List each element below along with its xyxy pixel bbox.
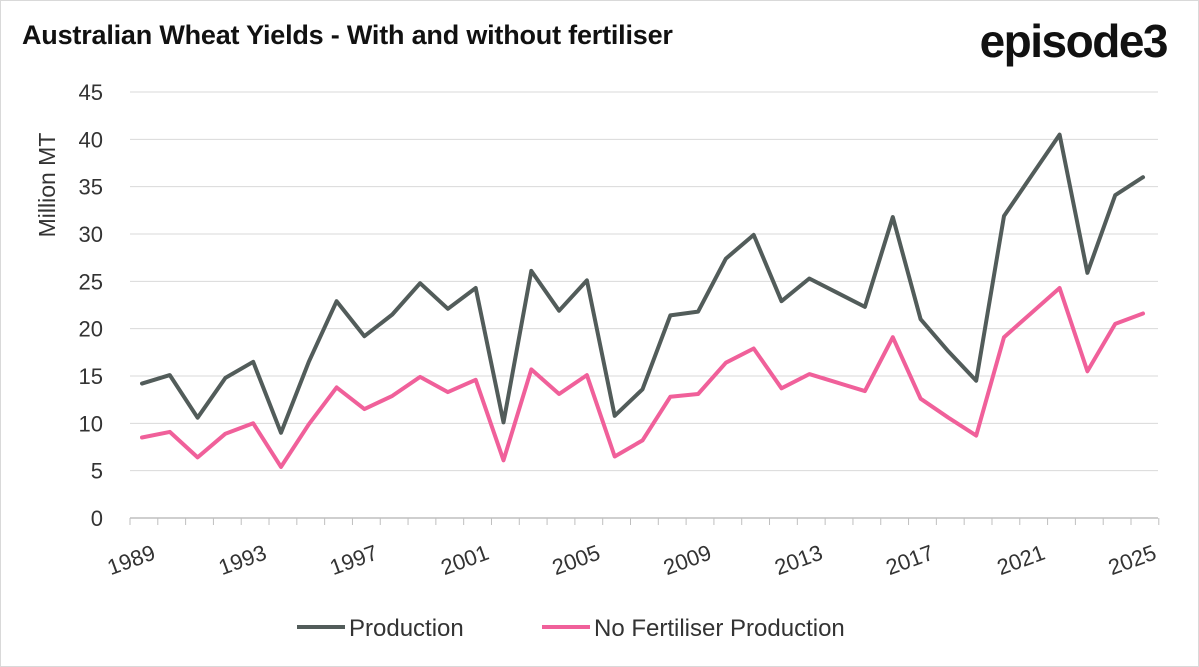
- chart-title: Australian Wheat Yields - With and witho…: [22, 20, 673, 50]
- y-tick-label: 10: [79, 411, 103, 436]
- y-tick-label: 5: [91, 459, 103, 484]
- y-tick-label: 20: [79, 317, 103, 342]
- y-tick-label: 0: [91, 506, 103, 531]
- y-tick-label: 45: [79, 80, 103, 105]
- x-tick-label: 2005: [549, 540, 604, 580]
- x-tick-label: 2013: [771, 540, 826, 580]
- x-tick-label: 2009: [660, 540, 715, 580]
- y-tick-label: 25: [79, 269, 103, 294]
- x-tick-label: 2017: [882, 540, 937, 580]
- y-tick-label: 35: [79, 175, 103, 200]
- x-tick-label: 1993: [215, 540, 270, 580]
- legend-label-no-fertiliser: No Fertiliser Production: [594, 615, 845, 642]
- legend: Production No Fertiliser Production: [297, 615, 845, 642]
- y-tick-label: 15: [79, 364, 103, 389]
- x-tick-label: 2021: [994, 540, 1049, 580]
- y-axis-title: Million MT: [34, 133, 60, 238]
- x-tick-label: 2001: [438, 540, 493, 580]
- brand-logo: episode3: [979, 15, 1169, 67]
- x-tick-labels: 1989 1993 1997 2001 2005 2009 2013 2017 2021 2025: [104, 540, 1160, 580]
- y-tick-label: 40: [79, 127, 103, 152]
- x-tick-label: 1989: [104, 540, 159, 580]
- series-line-production: [140, 132, 1145, 435]
- series-line-no-fertiliser-production: [140, 286, 1145, 469]
- series-lines: [140, 132, 1145, 469]
- y-tick-labels: 0 5 10 15 20 25 30 35 40 45: [79, 80, 103, 531]
- x-tick-label: 2025: [1105, 540, 1160, 580]
- y-tick-label: 30: [79, 222, 103, 247]
- x-tick-label: 1997: [326, 540, 381, 580]
- legend-label-production: Production: [349, 615, 464, 642]
